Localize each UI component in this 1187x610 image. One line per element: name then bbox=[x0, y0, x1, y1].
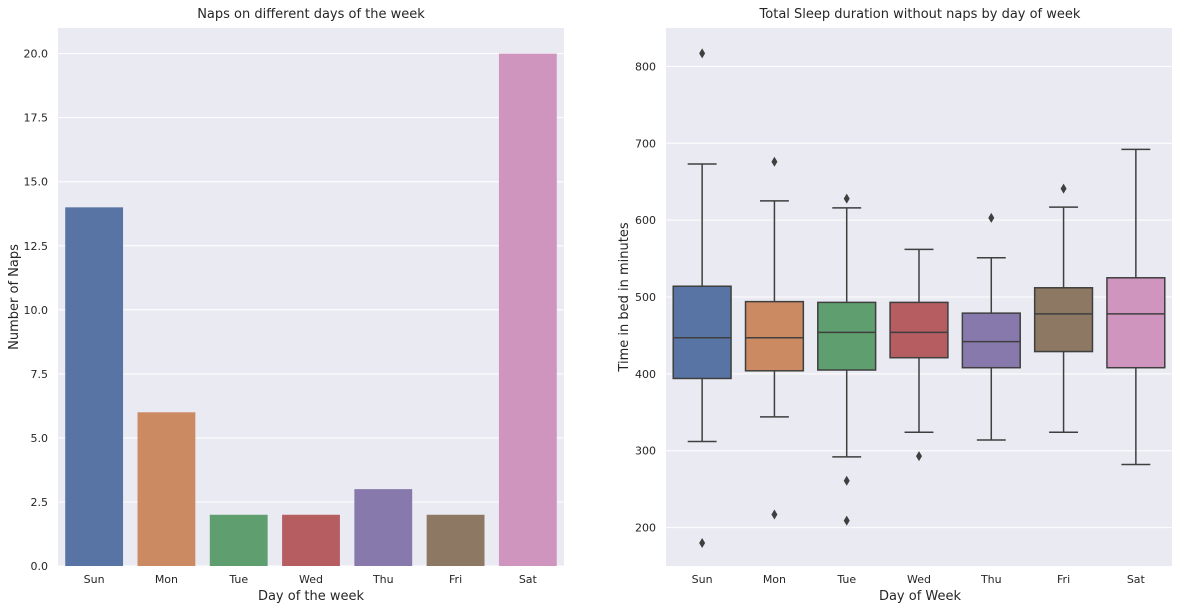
box-chart-panel: 200 300 400 500 600 700 800 Sun Mon Tue Wed Thu Fri… bbox=[617, 7, 1172, 604]
outlier-marker bbox=[916, 451, 922, 462]
box-fri bbox=[1033, 287, 1094, 353]
bar-fri bbox=[426, 514, 485, 566]
box-x-ticks: Sun Mon Tue Wed Thu Fri Sat bbox=[692, 573, 1146, 586]
bar-mon bbox=[137, 412, 196, 566]
outlier-marker bbox=[988, 212, 995, 223]
bar-x-tick-label: Sat bbox=[519, 573, 538, 586]
box-y-tick-label: 300 bbox=[635, 445, 656, 458]
box-chart-title: Total Sleep duration without naps by day… bbox=[759, 7, 1081, 22]
bar-chart-title: Naps on different days of the week bbox=[197, 7, 425, 22]
box-y-tick-label: 800 bbox=[635, 60, 656, 73]
box-y-tick-label: 400 bbox=[635, 368, 656, 381]
bar-y-tick-label: 10.0 bbox=[24, 304, 49, 317]
bar-y-axis-label: Number of Naps bbox=[7, 244, 22, 350]
box-sun bbox=[672, 285, 732, 380]
bar-y-tick-label: 12.5 bbox=[24, 240, 49, 253]
outlier-marker bbox=[699, 48, 706, 59]
box-x-tick-label: Thu bbox=[980, 573, 1002, 586]
bar-x-tick-label: Sun bbox=[84, 573, 105, 586]
box-wed bbox=[889, 301, 949, 359]
outlier-marker bbox=[771, 156, 778, 167]
bar-y-tick-label: 5.0 bbox=[31, 432, 49, 445]
bar-y-tick-label: 15.0 bbox=[24, 176, 49, 189]
outlier-marker bbox=[843, 475, 850, 486]
outlier-marker bbox=[771, 509, 778, 520]
outlier-marker bbox=[843, 193, 850, 204]
box-y-tick-label: 600 bbox=[635, 214, 656, 227]
box-tue bbox=[817, 301, 877, 371]
box-sat bbox=[1106, 277, 1166, 369]
bar-y-tick-label: 2.5 bbox=[31, 496, 49, 509]
box-mon bbox=[744, 300, 805, 372]
bar-sat bbox=[498, 53, 557, 567]
box-x-tick-label: Sun bbox=[692, 573, 713, 586]
bar-tue bbox=[209, 514, 268, 566]
box-y-axis-label: Time in bed in minutes bbox=[617, 222, 632, 372]
bar-y-tick-label: 0.0 bbox=[31, 560, 49, 573]
bar-chart-panel: 0.0 2.5 5.0 7.5 10.0 12.5 15.0 17.5 20.0 Sun Mon T… bbox=[7, 7, 564, 604]
box-thu bbox=[961, 312, 1021, 369]
bar-y-tick-label: 20.0 bbox=[24, 48, 49, 61]
box-x-tick-label: Sat bbox=[1127, 573, 1146, 586]
bar-series bbox=[65, 53, 557, 567]
box-series bbox=[672, 48, 1166, 548]
box-y-tick-label: 500 bbox=[635, 291, 656, 304]
outlier-marker bbox=[1060, 183, 1067, 194]
bar-y-tick-label: 17.5 bbox=[24, 112, 49, 125]
bar-plot-area bbox=[58, 28, 564, 566]
bar-y-tick-label: 7.5 bbox=[31, 368, 49, 381]
bar-x-axis-label: Day of the week bbox=[258, 589, 365, 604]
box-x-tick-label: Tue bbox=[836, 573, 856, 586]
bar-sun bbox=[65, 207, 124, 567]
bar-x-ticks: Sun Mon Tue Wed Thu Fri Sat bbox=[84, 573, 538, 586]
box-y-tick-label: 700 bbox=[635, 137, 656, 150]
bar-x-tick-label: Tue bbox=[228, 573, 248, 586]
outlier-marker bbox=[843, 515, 850, 526]
bar-x-tick-label: Mon bbox=[155, 573, 178, 586]
bar-thu bbox=[354, 489, 413, 566]
box-y-tick-label: 200 bbox=[635, 522, 656, 535]
bar-x-tick-label: Wed bbox=[299, 573, 323, 586]
bar-x-tick-label: Thu bbox=[372, 573, 394, 586]
box-x-tick-label: Fri bbox=[1057, 573, 1070, 586]
box-x-axis-label: Day of Week bbox=[879, 589, 962, 604]
bar-x-tick-label: Fri bbox=[449, 573, 462, 586]
outlier-marker bbox=[699, 537, 706, 548]
bar-y-ticks: 0.0 2.5 5.0 7.5 10.0 12.5 15.0 17.5 20.0 bbox=[24, 48, 49, 573]
bar-wed bbox=[282, 514, 340, 566]
box-y-ticks: 200 300 400 500 600 700 800 bbox=[635, 60, 656, 534]
box-x-tick-label: Wed bbox=[907, 573, 931, 586]
box-x-tick-label: Mon bbox=[763, 573, 786, 586]
